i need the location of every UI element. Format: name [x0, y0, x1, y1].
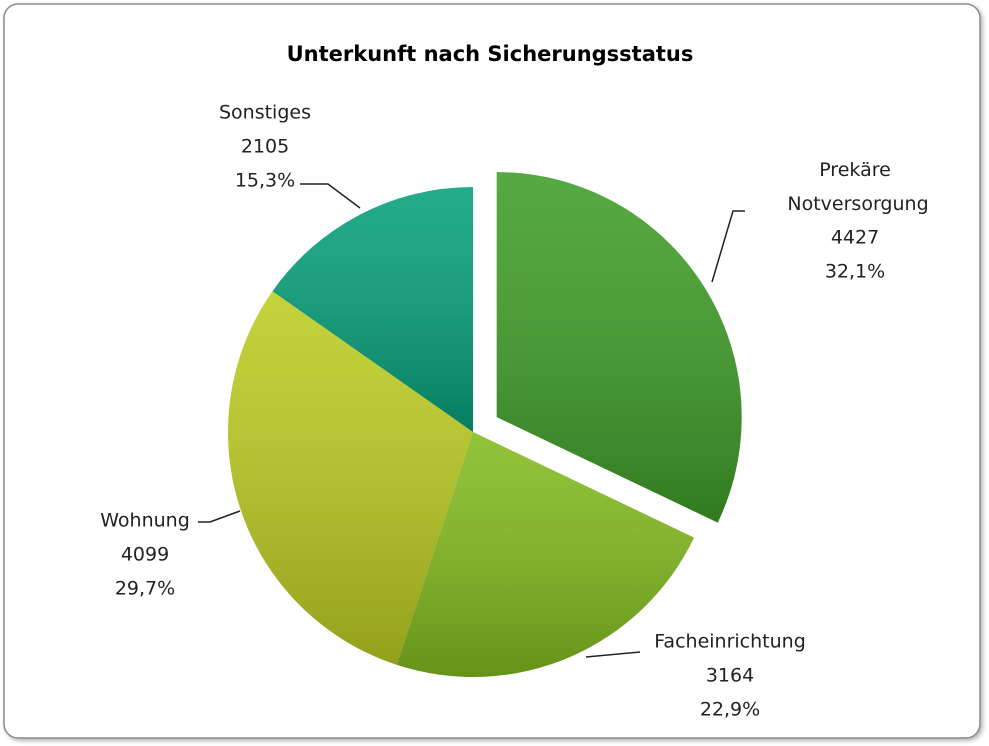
category-label: Facheinrichtung — [654, 631, 806, 653]
leader-line — [711, 210, 745, 283]
pie — [227, 172, 742, 677]
leader-line — [198, 510, 241, 523]
value-label: 4099 — [121, 544, 169, 566]
value-label: 3164 — [706, 665, 754, 687]
slice-shade — [496, 172, 742, 523]
value-label: 4427 — [831, 227, 879, 249]
percent-label: 22,9% — [700, 699, 760, 721]
chart-title: Unterkunft nach Sicherungsstatus — [287, 42, 694, 66]
category-label: Wohnung — [100, 510, 190, 532]
value-label: 2105 — [241, 136, 289, 158]
percent-label: 32,1% — [825, 261, 885, 283]
category-label: Sonstiges — [219, 102, 311, 124]
percent-label: 15,3% — [235, 170, 295, 192]
percent-label: 29,7% — [115, 578, 175, 600]
data-labels: Prekäre Notversorgung 4427 32,1% Facheinric… — [100, 102, 928, 721]
slice-shade — [396, 432, 695, 677]
leader-line — [300, 183, 361, 209]
category-label: Prekäre Notversorgung — [781, 159, 928, 215]
chart-frame — [3, 3, 981, 739]
slice-shade — [272, 187, 473, 432]
leader-line — [585, 651, 641, 658]
slice-shade — [227, 291, 473, 665]
